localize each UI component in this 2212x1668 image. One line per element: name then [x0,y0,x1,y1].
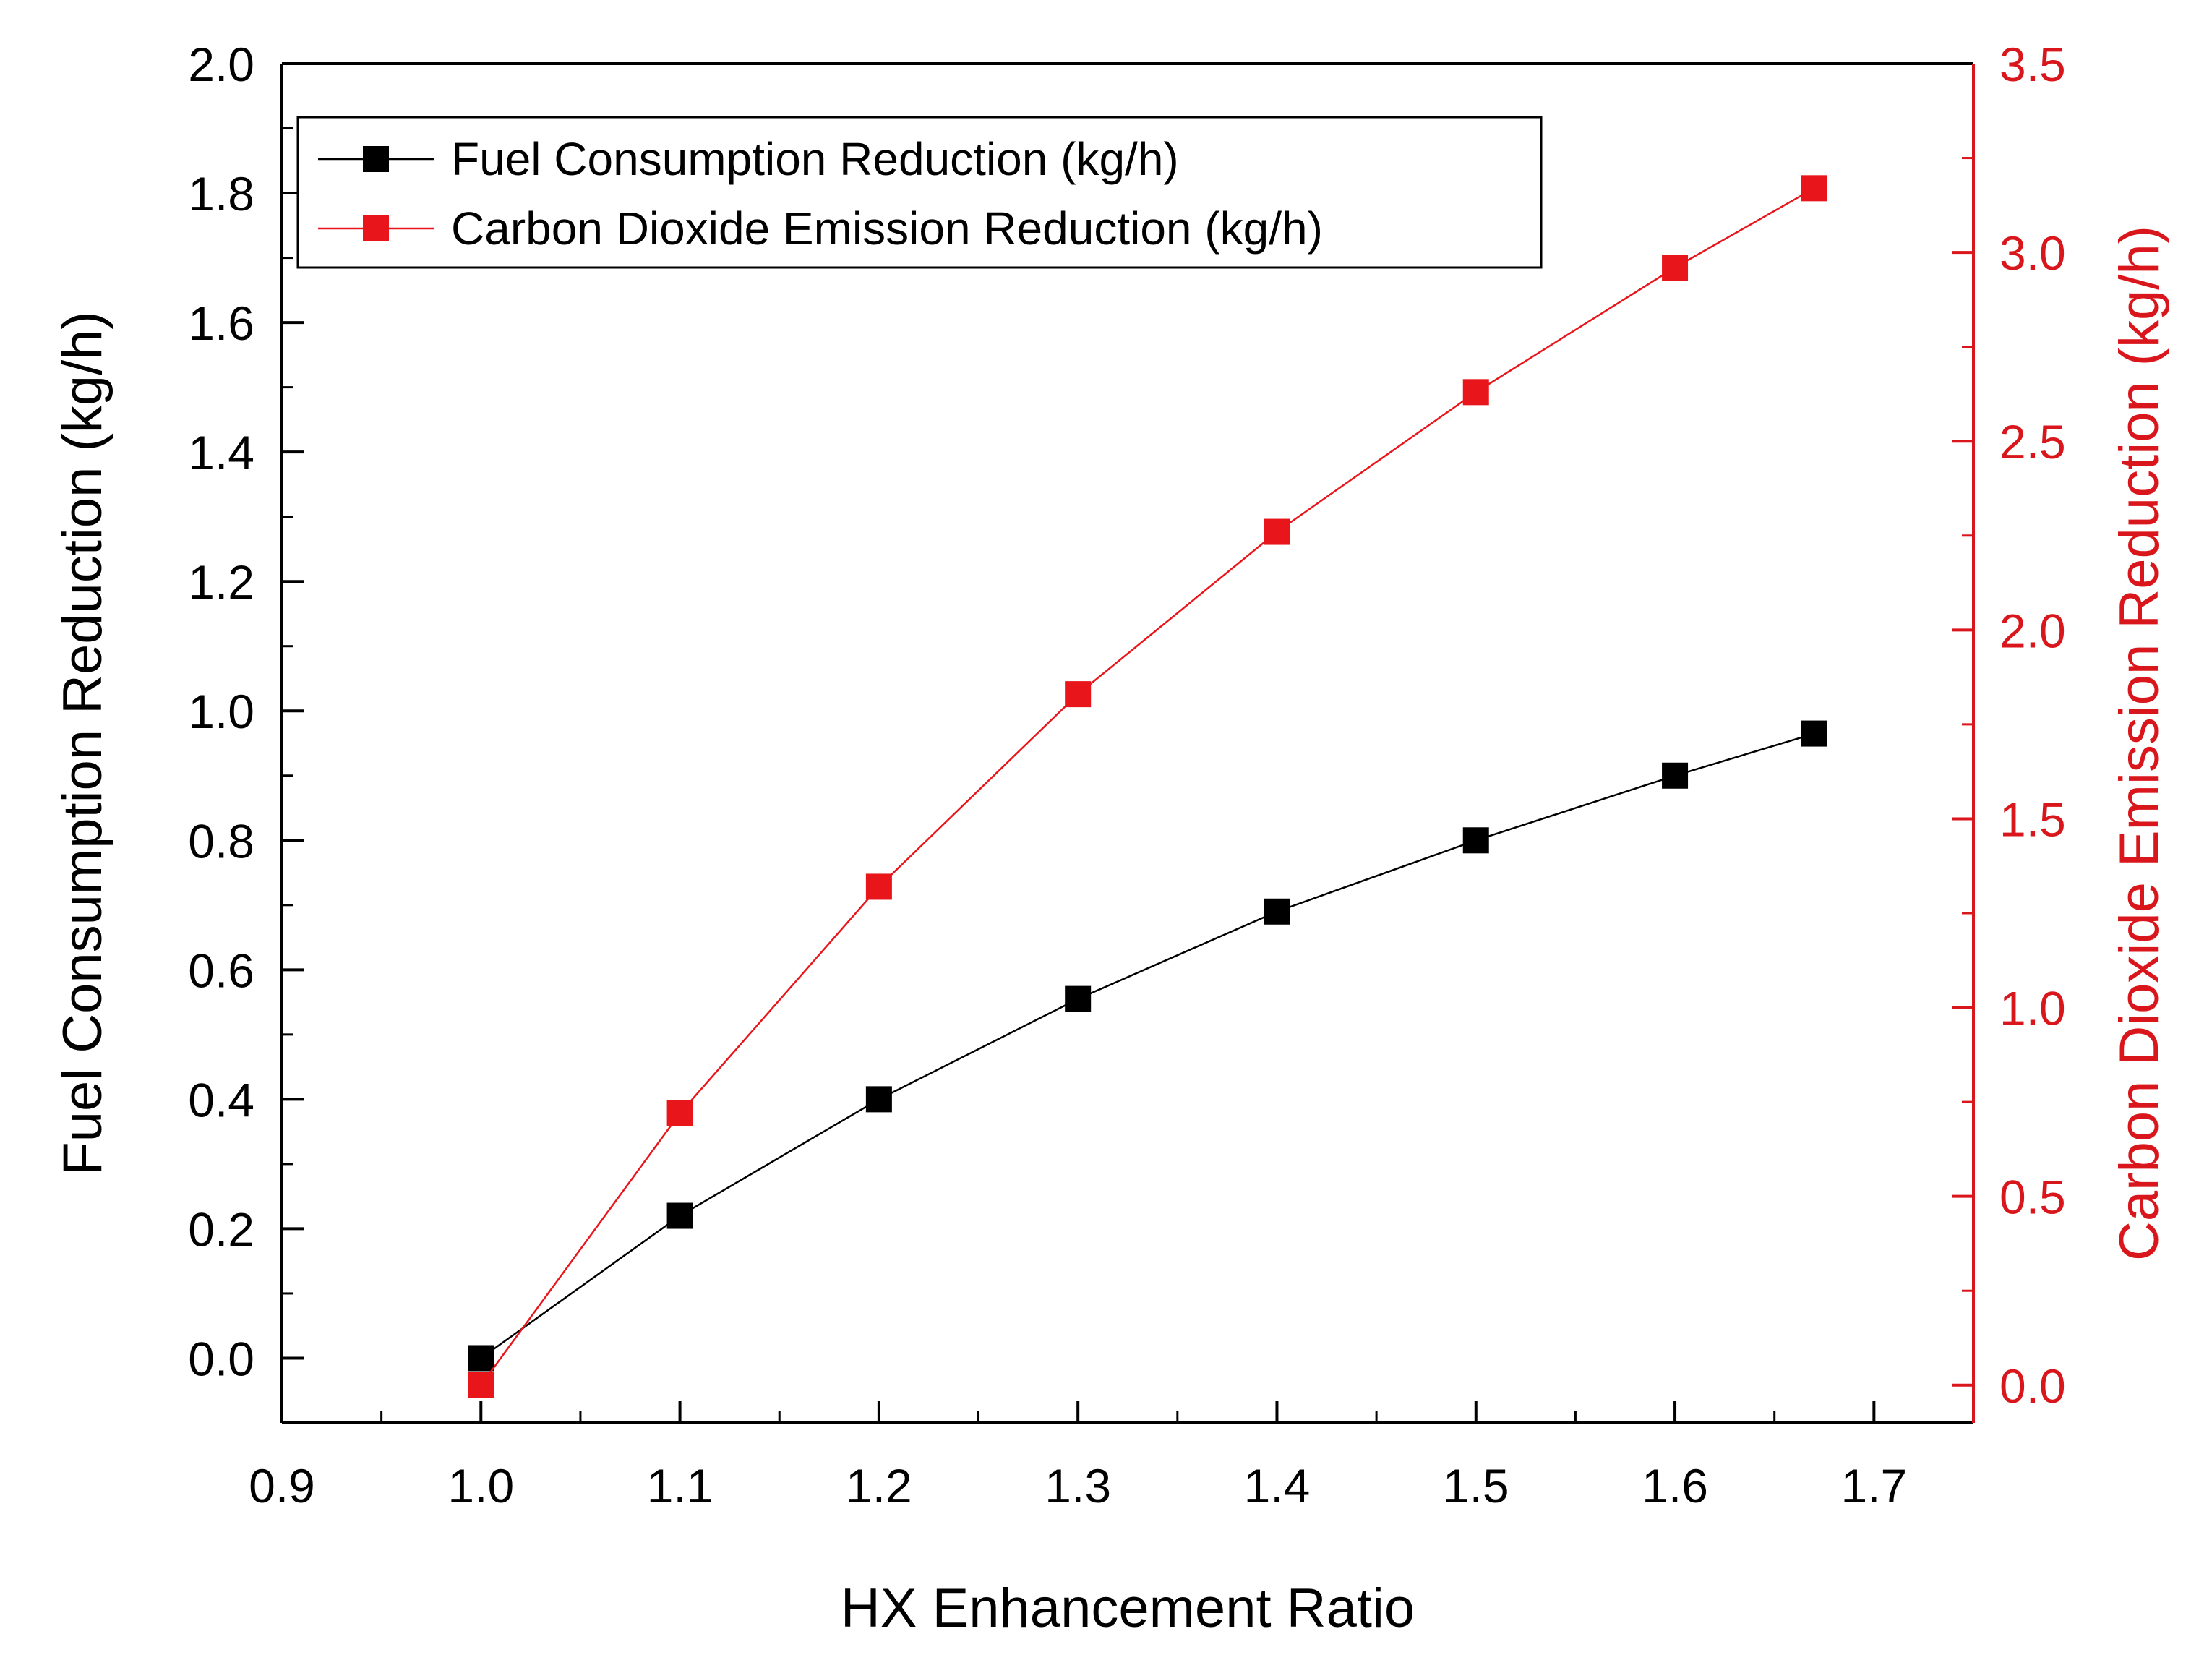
y2-tick-label: 0.0 [1999,1359,2066,1413]
x-tick-label: 1.5 [1443,1459,1509,1513]
y2-tick-label: 0.5 [1999,1171,2066,1224]
x-tick-label: 1.2 [846,1459,912,1513]
y-tick-label: 1.6 [188,296,254,350]
x-tick-label: 1.1 [647,1459,713,1513]
legend-label-co2: Carbon Dioxide Emission Reduction (kg/h) [451,202,1323,255]
data-point-co2 [1264,518,1290,545]
x-tick-label: 1.3 [1045,1459,1111,1513]
data-point-co2 [1801,175,1827,202]
y2-tick-label: 2.5 [1999,415,2066,469]
y-axis-left-title: Fuel Consumption Reduction (kg/h) [52,311,113,1175]
y-axis-right-title: Carbon Dioxide Emission Reduction (kg/h) [2109,226,2170,1261]
series-line-fuel [480,732,1815,1359]
y-tick-label: 0.6 [188,944,254,997]
data-point-co2 [1065,681,1092,708]
data-point-fuel [1264,898,1290,925]
legend: Fuel Consumption Reduction (kg/h) Carbon… [296,116,1543,269]
y-tick-label: 1.4 [188,426,254,479]
y2-tick-label: 1.5 [1999,792,2066,846]
y2-tick-label: 3.0 [1999,226,2066,280]
x-tick-label: 1.0 [447,1459,514,1513]
x-tick-label: 1.6 [1642,1459,1708,1513]
data-point-fuel [1662,762,1689,789]
y-tick-label: 1.8 [188,167,254,221]
y-tick-label: 2.0 [188,38,254,91]
y2-tick-label: 3.5 [1999,38,2066,91]
y-tick-label: 0.0 [188,1332,254,1385]
x-tick-label: 1.4 [1244,1459,1311,1513]
x-axis-title: HX Enhancement Ratio [841,1578,1415,1639]
x-tick-label: 0.9 [249,1459,315,1513]
y-tick-label: 0.8 [188,814,254,868]
data-point-fuel [865,1086,892,1113]
legend-marker-co2 [363,215,389,241]
y2-tick-label: 1.0 [1999,982,2066,1035]
data-point-co2 [666,1100,693,1126]
y-tick-label: 1.0 [188,685,254,738]
x-tick-label: 1.7 [1840,1459,1907,1513]
y2-tick-label: 2.0 [1999,604,2066,657]
y-tick-label: 0.2 [188,1202,254,1256]
legend-marker-fuel [363,146,389,172]
data-point-co2 [468,1372,494,1398]
data-point-co2 [1462,379,1489,406]
data-point-co2 [865,873,892,900]
y-tick-label: 1.2 [188,555,254,609]
plot-frame [280,62,1975,1424]
data-point-fuel [666,1202,693,1229]
legend-label-fuel: Fuel Consumption Reduction (kg/h) [451,133,1179,185]
data-point-co2 [1662,255,1689,281]
data-point-fuel [1462,827,1489,854]
y-tick-label: 0.4 [188,1073,254,1126]
series-layer [468,175,1827,1398]
data-point-fuel [468,1345,494,1372]
series-line-co2 [480,187,1815,1386]
data-point-fuel [1065,985,1092,1012]
legend-box [296,116,1543,269]
data-point-fuel [1801,720,1827,747]
